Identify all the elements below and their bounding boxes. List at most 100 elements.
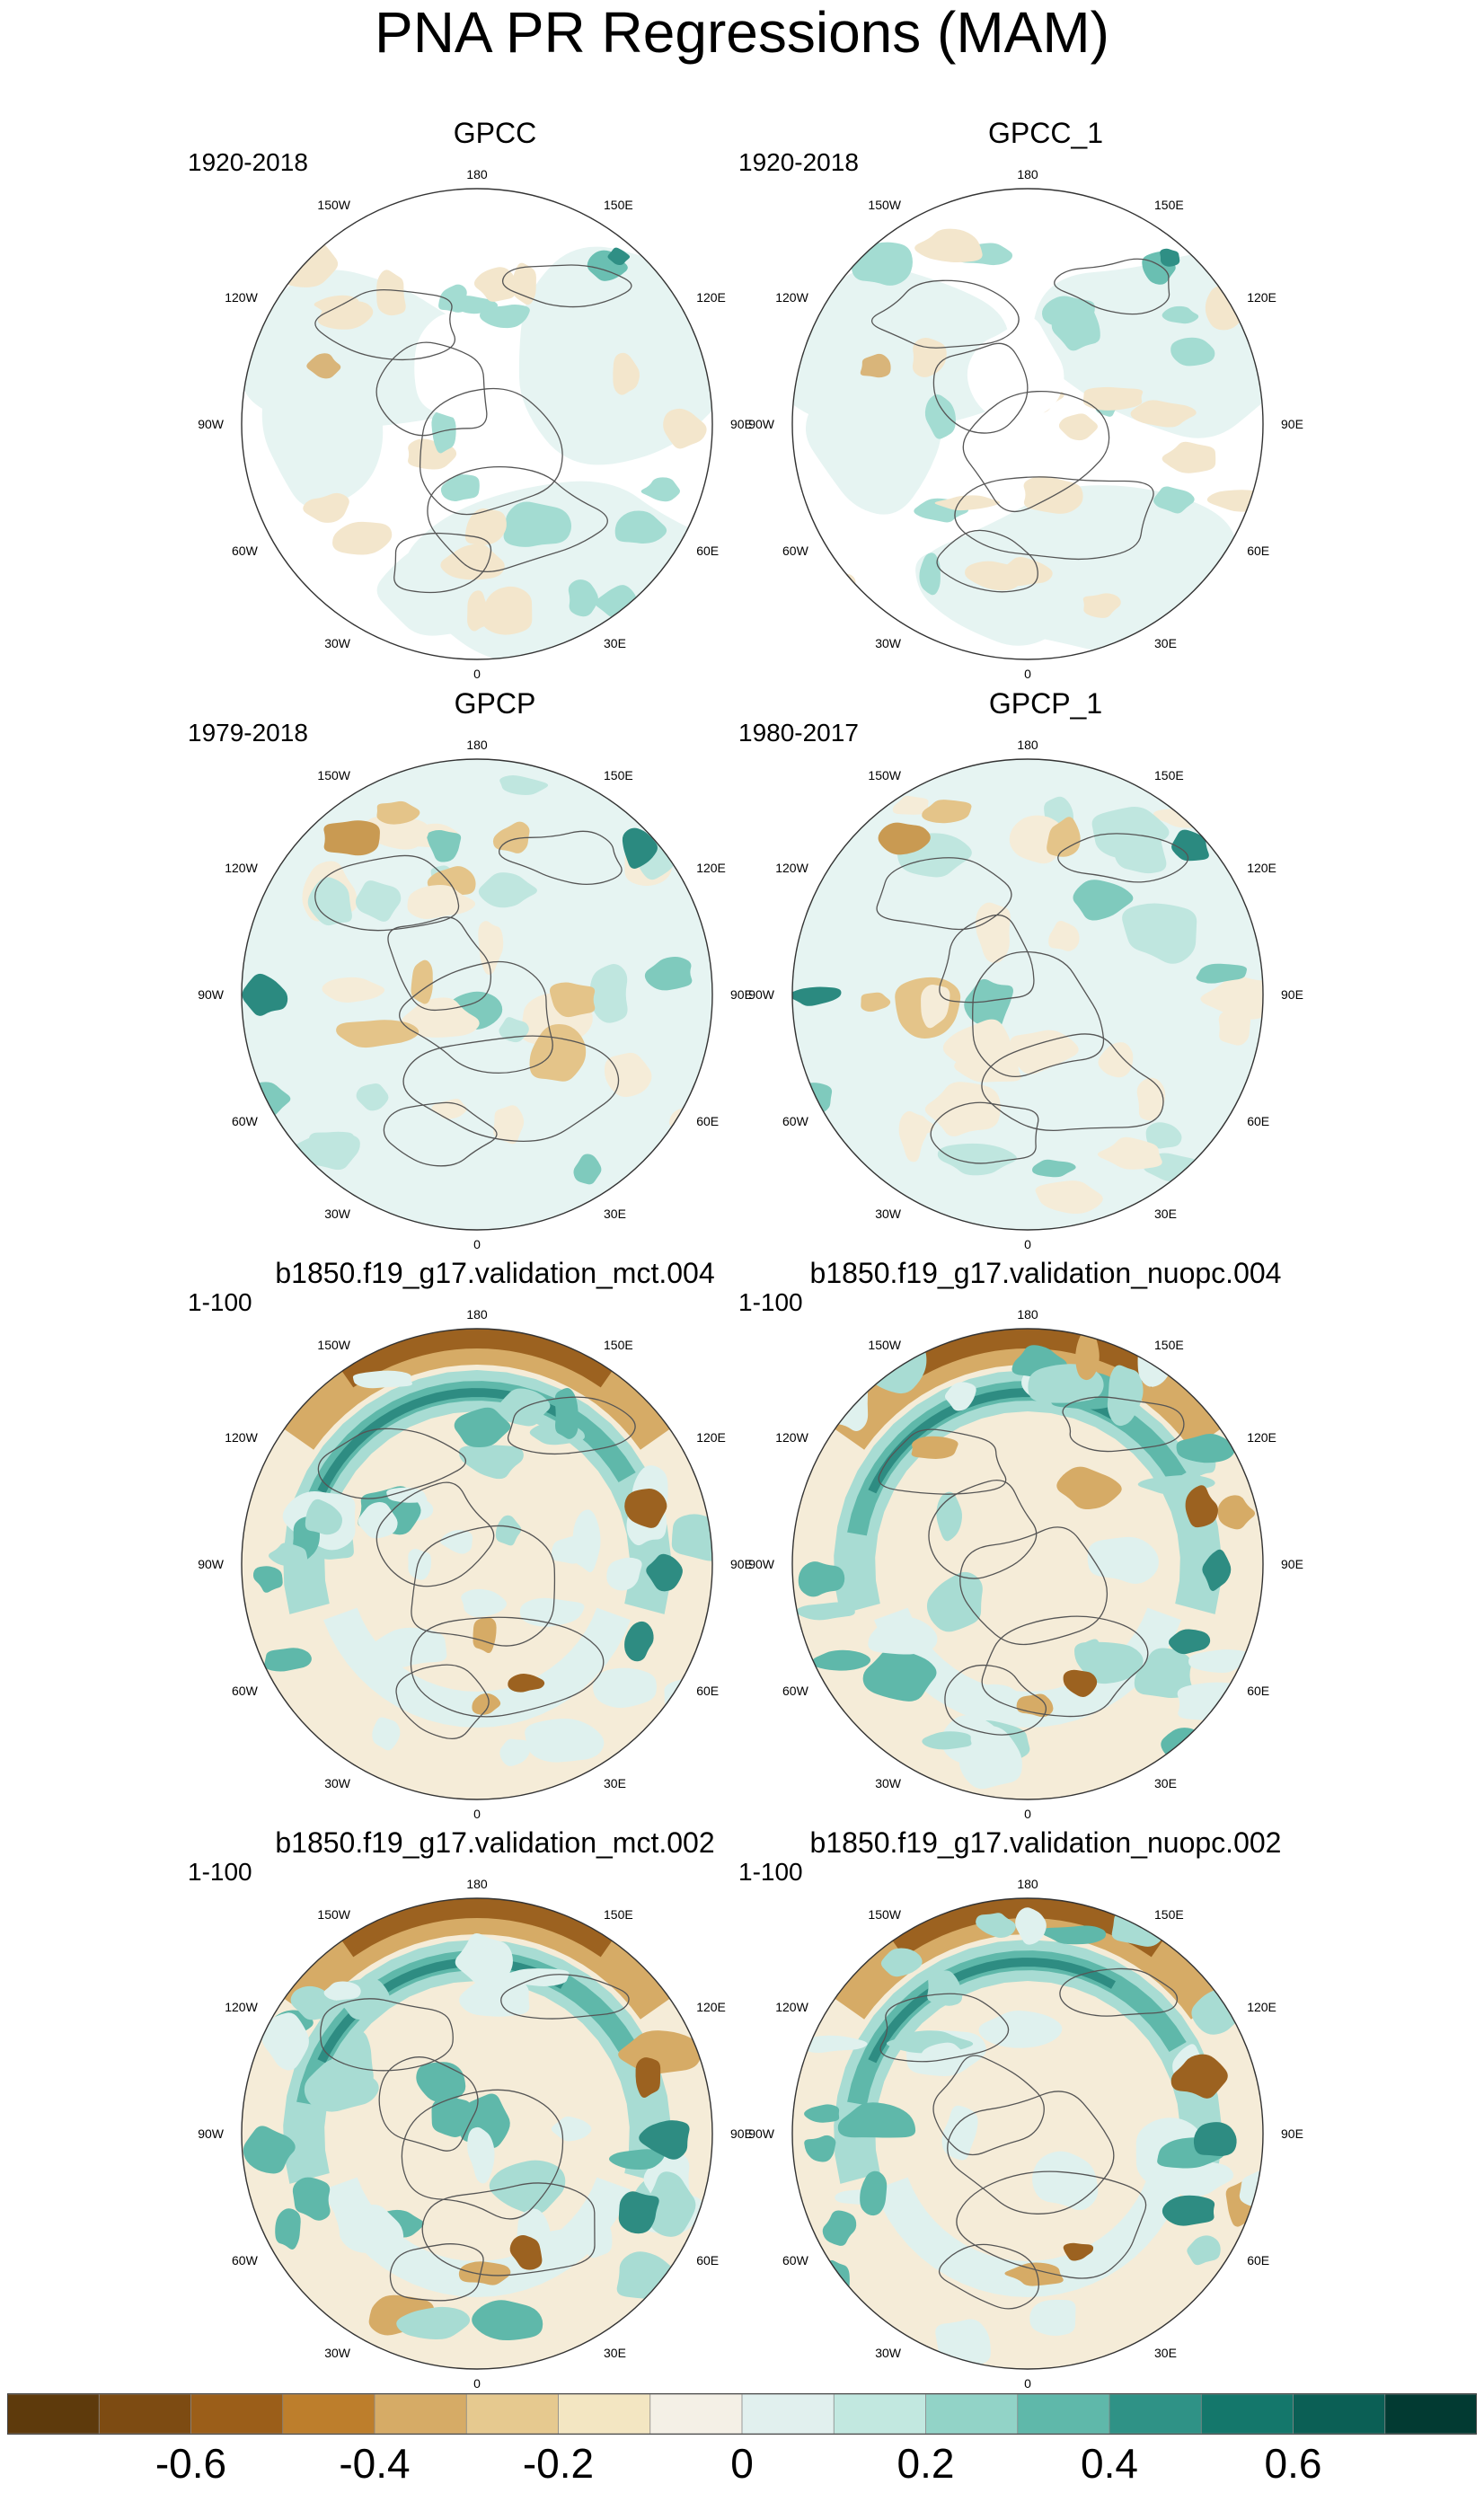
panel-title: GPCP_1 bbox=[988, 687, 1103, 720]
longitude-label: 90W bbox=[198, 2126, 225, 2141]
colorbar-swatch bbox=[649, 2393, 743, 2435]
longitude-label: 30W bbox=[875, 1207, 902, 1221]
colorbar-swatch bbox=[1384, 2393, 1477, 2435]
longitude-label: 30W bbox=[324, 2346, 351, 2360]
colorbar-swatch bbox=[925, 2393, 1019, 2435]
panel-title: b1850.f19_g17.validation_mct.002 bbox=[275, 1826, 715, 1859]
longitude-label: 0 bbox=[1024, 1237, 1031, 1251]
longitude-label: 120E bbox=[1247, 2000, 1276, 2014]
colorbar-tick-label: -0.4 bbox=[339, 2440, 411, 2487]
longitude-label: 60E bbox=[696, 1684, 719, 1698]
longitude-label: 180 bbox=[466, 1307, 488, 1322]
colorbar-swatch bbox=[558, 2393, 651, 2435]
longitude-label: 90W bbox=[198, 987, 225, 1002]
colorbar-swatch bbox=[465, 2393, 560, 2435]
longitude-label: 90E bbox=[730, 1557, 753, 1571]
map-panel: GPCC 1920-2018 180 150E 120E 90E 60E 30E 0 30W 60W… bbox=[188, 115, 800, 681]
longitude-label: 150E bbox=[604, 1907, 633, 1922]
longitude-label: 60W bbox=[782, 2253, 809, 2268]
longitude-label: 90W bbox=[198, 417, 225, 431]
longitude-label: 30W bbox=[875, 636, 902, 650]
longitude-label: 150W bbox=[317, 1907, 350, 1922]
longitude-label: 60W bbox=[232, 2253, 259, 2268]
longitude-label: 150W bbox=[868, 1338, 901, 1352]
map-panel: b1850.f19_g17.validation_nuopc.004 1-100 1… bbox=[738, 1255, 1351, 1821]
longitude-label: 150E bbox=[604, 198, 633, 212]
longitude-label: 90E bbox=[1281, 1557, 1303, 1571]
longitude-label: 120W bbox=[225, 1430, 258, 1445]
panel-title: GPCP bbox=[454, 687, 536, 720]
panel-period: 1920-2018 bbox=[738, 148, 859, 176]
longitude-label: 90E bbox=[730, 2126, 753, 2141]
longitude-label: 90E bbox=[1281, 2126, 1303, 2141]
colorbar-swatch bbox=[7, 2393, 100, 2435]
longitude-label: 30E bbox=[1154, 1207, 1177, 1221]
map-panel: GPCP 1979-2018 180 150E 120E 90E 60E 30E 0 30W 60W… bbox=[188, 685, 800, 1251]
longitude-label: 150E bbox=[1154, 1907, 1184, 1922]
longitude-label: 150W bbox=[868, 1907, 901, 1922]
colorbar-tick-label: 0 bbox=[730, 2440, 754, 2487]
panel-period: 1-100 bbox=[738, 1858, 803, 1886]
longitude-label: 30E bbox=[1154, 2346, 1177, 2360]
map-panel: b1850.f19_g17.validation_mct.002 1-100 180… bbox=[188, 1825, 800, 2391]
longitude-label: 30W bbox=[875, 1776, 902, 1790]
longitude-label: 30E bbox=[1154, 636, 1177, 650]
longitude-label: 120E bbox=[696, 2000, 726, 2014]
longitude-label: 0 bbox=[1024, 667, 1031, 681]
colorbar-swatch bbox=[98, 2393, 192, 2435]
panel-title: b1850.f19_g17.validation_nuopc.002 bbox=[809, 1826, 1282, 1859]
longitude-label: 120E bbox=[696, 290, 726, 305]
polar-map: 180 150E 120E 90E 60E 30E 0 30W 60W 90W 120W 150W bbox=[198, 1877, 753, 2391]
longitude-label: 90W bbox=[748, 417, 775, 431]
colorbar-swatch bbox=[741, 2393, 835, 2435]
panel-period: 1-100 bbox=[188, 1288, 252, 1316]
longitude-label: 150W bbox=[317, 768, 350, 782]
colorbar-swatch bbox=[190, 2393, 284, 2435]
longitude-label: 0 bbox=[473, 1807, 481, 1821]
panel-period: 1920-2018 bbox=[188, 148, 308, 176]
longitude-label: 150E bbox=[1154, 768, 1184, 782]
longitude-label: 180 bbox=[1017, 1307, 1038, 1322]
longitude-label: 60W bbox=[782, 1114, 809, 1128]
longitude-label: 60E bbox=[1247, 2253, 1269, 2268]
polar-map: 180 150E 120E 90E 60E 30E 0 30W 60W 90W 120W 150W bbox=[748, 167, 1303, 681]
longitude-label: 120W bbox=[225, 290, 258, 305]
longitude-label: 150W bbox=[868, 768, 901, 782]
longitude-label: 180 bbox=[1017, 738, 1038, 752]
colorbar-tick-label: 0.4 bbox=[1081, 2440, 1138, 2487]
longitude-label: 90W bbox=[748, 1557, 775, 1571]
longitude-label: 0 bbox=[1024, 2376, 1031, 2391]
longitude-label: 150E bbox=[1154, 198, 1184, 212]
longitude-label: 150E bbox=[604, 1338, 633, 1352]
longitude-label: 90E bbox=[1281, 987, 1303, 1002]
longitude-label: 60W bbox=[782, 1684, 809, 1698]
longitude-label: 0 bbox=[473, 2376, 481, 2391]
longitude-label: 30E bbox=[604, 1207, 626, 1221]
polar-map: 180 150E 120E 90E 60E 30E 0 30W 60W 90W 120W 150W bbox=[748, 738, 1303, 1251]
longitude-label: 150E bbox=[604, 768, 633, 782]
longitude-label: 60E bbox=[696, 1114, 719, 1128]
colorbar-swatch bbox=[1293, 2393, 1386, 2435]
colorbar-swatch bbox=[374, 2393, 467, 2435]
colorbar bbox=[7, 2393, 1477, 2435]
colorbar-swatch bbox=[1109, 2393, 1202, 2435]
longitude-label: 90W bbox=[748, 987, 775, 1002]
longitude-label: 90E bbox=[1281, 417, 1303, 431]
longitude-label: 90W bbox=[198, 1557, 225, 1571]
panel-title: GPCC bbox=[453, 117, 537, 149]
colorbar-swatch bbox=[833, 2393, 927, 2435]
panel-title: b1850.f19_g17.validation_nuopc.004 bbox=[809, 1257, 1282, 1289]
longitude-label: 120W bbox=[225, 2000, 258, 2014]
panel-title: GPCC_1 bbox=[987, 117, 1104, 149]
colorbar-tick-label: 0.6 bbox=[1264, 2440, 1322, 2487]
longitude-label: 60W bbox=[232, 544, 259, 558]
polar-map: 180 150E 120E 90E 60E 30E 0 30W 60W 90W 120W 150W bbox=[748, 1307, 1303, 1821]
colorbar-tick-label: -0.6 bbox=[155, 2440, 227, 2487]
longitude-label: 30W bbox=[324, 636, 351, 650]
longitude-label: 150W bbox=[317, 198, 350, 212]
longitude-label: 120W bbox=[775, 861, 808, 875]
longitude-label: 30E bbox=[604, 1776, 626, 1790]
polar-map: 180 150E 120E 90E 60E 30E 0 30W 60W 90W 120W 150W bbox=[198, 1307, 753, 1821]
longitude-label: 90E bbox=[730, 987, 753, 1002]
panel-period: 1979-2018 bbox=[188, 719, 308, 747]
